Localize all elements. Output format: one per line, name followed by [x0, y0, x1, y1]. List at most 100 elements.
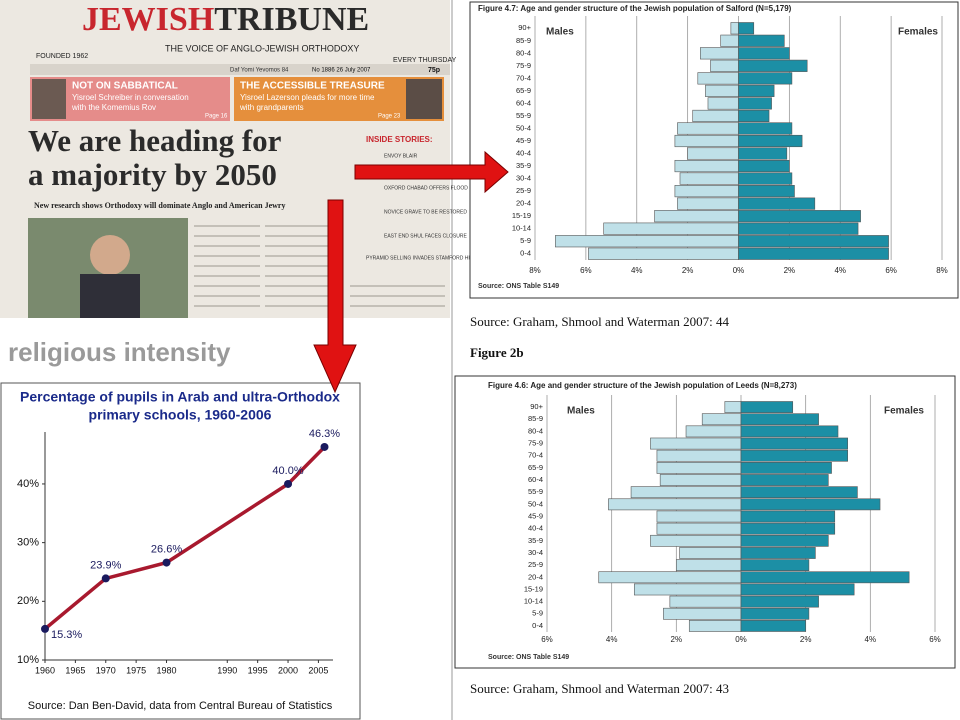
y-tick-label: 40% [17, 478, 39, 490]
x-tick-label: 8% [529, 266, 541, 275]
photo [32, 79, 66, 119]
bar [679, 547, 742, 559]
masthead: JEWISHTRIBUNE [82, 1, 369, 38]
bar [701, 413, 742, 426]
daf-yomi: Daf Yomi Yevomos 84 [230, 68, 289, 74]
x-tick-label: 1995 [248, 665, 268, 675]
bar [740, 620, 806, 632]
bar [740, 461, 832, 474]
price: 75p [428, 67, 440, 74]
bar [738, 84, 775, 97]
y-tick-label: 10-14 [512, 224, 531, 233]
bar [555, 235, 739, 248]
data-label: 40.0% [272, 465, 303, 477]
y-tick-label: 90+ [518, 23, 531, 32]
inside-item: PYRAMID SELLING INVADES STAMFORD HILL [366, 255, 476, 261]
x-tick-label: 2000 [278, 665, 298, 675]
bar [740, 522, 836, 535]
bar [740, 474, 829, 486]
bar [738, 109, 770, 123]
bar [740, 607, 810, 620]
chart-source: Source: ONS Table S149 [488, 654, 569, 661]
y-tick-label: 30% [17, 537, 39, 549]
y-tick-label: 65-9 [516, 86, 531, 95]
teaser-text: with grandparents [239, 103, 304, 112]
bar [700, 47, 739, 60]
bar [659, 474, 742, 486]
issue: No 1886 26 July 2007 [312, 68, 371, 74]
bar [650, 437, 742, 450]
y-tick-label: 80-4 [516, 48, 531, 57]
bar [679, 172, 739, 185]
teaser-page: Page 16 [205, 114, 228, 120]
bar [654, 210, 739, 223]
y-tick-label: 90+ [530, 402, 543, 411]
y-tick-label: 5-9 [532, 609, 543, 618]
bar [738, 34, 785, 47]
x-tick-label: 4% [834, 266, 846, 275]
bar [738, 97, 772, 110]
data-point [41, 624, 49, 633]
y-tick-label: 5-9 [520, 236, 531, 245]
bar [740, 449, 848, 462]
y-tick-label: 45-9 [516, 136, 531, 145]
bar [740, 583, 855, 596]
bar [633, 583, 742, 596]
subhead: New research shows Orthodoxy will domina… [34, 201, 285, 210]
x-tick-label: 2% [784, 266, 796, 275]
bar [738, 235, 889, 248]
data-label: 46.3% [309, 428, 340, 440]
bar [656, 522, 742, 535]
y-tick-label: 55-9 [516, 111, 531, 120]
y-tick-label: 55-9 [528, 487, 543, 496]
bar [669, 595, 742, 608]
y-tick-label: 45-9 [528, 511, 543, 520]
caption: religious intensity [8, 337, 231, 367]
bar [740, 437, 848, 450]
y-tick-label: 10% [17, 654, 39, 666]
x-tick-label: 6% [885, 266, 897, 275]
y-tick-label: 0-4 [532, 621, 543, 630]
bar [692, 109, 739, 123]
x-tick-label: 1965 [65, 665, 85, 675]
y-tick-label: 0-4 [520, 249, 531, 258]
data-point [101, 574, 110, 583]
chart-title: Percentage of pupils in Arab and ultra-O… [20, 389, 340, 405]
bar [740, 401, 794, 413]
inside-item: EAST END SHUL FACES CLOSURE [384, 233, 467, 239]
y-tick-label: 85-9 [528, 414, 543, 423]
bar [738, 197, 816, 210]
bar [677, 197, 739, 210]
bar [740, 559, 810, 572]
bar [630, 486, 742, 499]
bar [738, 47, 790, 60]
x-tick-label: 1970 [96, 665, 116, 675]
bar [730, 22, 739, 35]
bar [740, 510, 836, 523]
y-tick-label: 15-19 [524, 584, 543, 593]
bar [738, 72, 793, 85]
inside-item: NOVICE GRAVE TO BE RESTORED [384, 209, 467, 215]
bar [676, 559, 742, 572]
bar [656, 510, 742, 523]
x-tick-label: 6% [541, 635, 553, 644]
chart-title: primary schools, 1960-2006 [89, 407, 272, 423]
y-tick-label: 80-4 [528, 426, 543, 435]
bar [656, 461, 742, 474]
bar [724, 401, 742, 413]
legend-label: Females [898, 27, 938, 38]
bar [588, 247, 739, 260]
x-tick-label: 0% [735, 635, 747, 644]
headline: We are heading for [28, 123, 282, 158]
bar [705, 84, 739, 97]
x-tick-label: 1980 [157, 665, 177, 675]
bar [738, 147, 788, 160]
masthead-part: TRIBUNE [214, 1, 369, 38]
y-tick-label: 20-4 [528, 572, 543, 581]
y-tick-label: 15-19 [512, 211, 531, 220]
tagline: THE VOICE OF ANGLO-JEWISH ORTHODOXY [165, 43, 359, 53]
y-tick-label: 50-4 [528, 499, 543, 508]
bar [688, 620, 742, 632]
x-tick-label: 0% [733, 266, 745, 275]
x-tick-label: 1975 [126, 665, 146, 675]
